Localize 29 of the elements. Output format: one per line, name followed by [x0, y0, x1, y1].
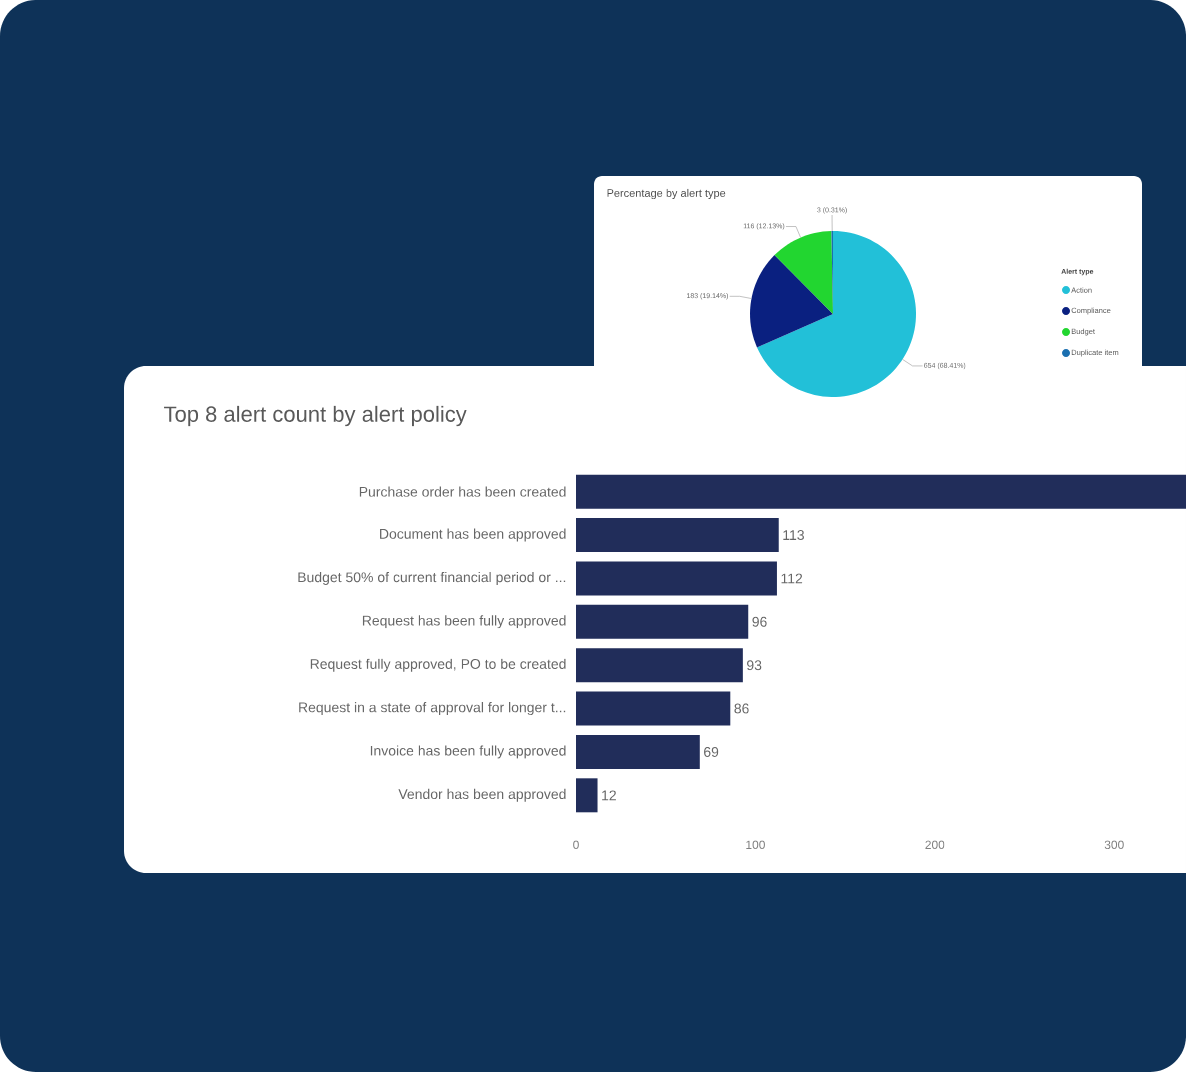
data-label: 96 [752, 616, 767, 627]
x-tick-label: 300 [1104, 840, 1124, 850]
bar [576, 734, 700, 769]
y-tick-label: Document has been approved [380, 528, 566, 542]
y-tick-label: Budget 50% of current financial period or ... [298, 571, 566, 585]
y-tick-label: Request fully approved, PO to be created [310, 658, 566, 672]
data-label: 12 [602, 790, 616, 801]
bar [576, 561, 777, 596]
bar [576, 474, 1186, 509]
y-tick-label: Request has been fully approved [362, 615, 566, 629]
data-label: 112 [781, 573, 803, 584]
x-tick-label: 0 [573, 840, 579, 850]
y-tick-label: Invoice has been fully approved [370, 745, 566, 759]
bar [576, 518, 779, 553]
data-label: 69 [704, 746, 719, 757]
data-label: 113 [783, 530, 804, 541]
bar [576, 648, 743, 683]
y-tick-label: Request in a state of approval for longer t... [299, 702, 566, 716]
bar [576, 604, 749, 639]
y-tick-label: Purchase order has been created [359, 486, 566, 497]
bar [576, 691, 731, 726]
data-label: 86 [734, 703, 749, 714]
x-tick-label: 200 [925, 840, 945, 850]
chart-title: Percentage by alert type [607, 188, 726, 200]
bar [576, 778, 598, 813]
data-label: 93 [747, 660, 762, 671]
x-tick-label: 100 [746, 840, 765, 850]
y-tick-label: Vendor has been approved [398, 788, 566, 802]
text: Top 8 alert count by alert policy [164, 405, 467, 427]
